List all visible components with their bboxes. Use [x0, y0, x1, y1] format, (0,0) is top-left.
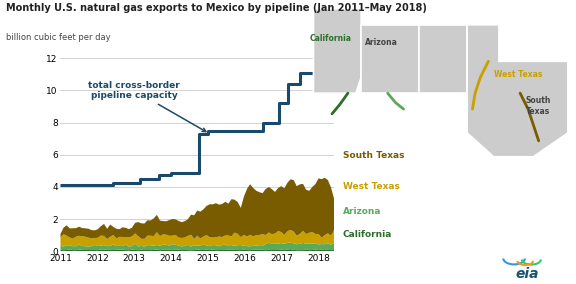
Text: eia: eia: [516, 267, 539, 281]
Text: South
Texas: South Texas: [525, 97, 551, 116]
Polygon shape: [419, 25, 467, 93]
Text: Arizona: Arizona: [343, 207, 381, 216]
Polygon shape: [313, 9, 361, 93]
Polygon shape: [467, 25, 568, 157]
Text: West Texas: West Texas: [343, 182, 400, 191]
Text: Monthly U.S. natural gas exports to Mexico by pipeline (Jan 2011–May 2018): Monthly U.S. natural gas exports to Mexi…: [6, 3, 427, 13]
Text: billion cubic feet per day: billion cubic feet per day: [6, 33, 111, 42]
Text: West Texas: West Texas: [494, 70, 542, 79]
Text: California: California: [343, 230, 392, 239]
Text: Arizona: Arizona: [365, 38, 398, 47]
Polygon shape: [361, 25, 419, 93]
Text: California: California: [309, 34, 351, 43]
Text: total cross-border
pipeline capacity: total cross-border pipeline capacity: [88, 81, 206, 131]
Text: South Texas: South Texas: [343, 151, 404, 160]
